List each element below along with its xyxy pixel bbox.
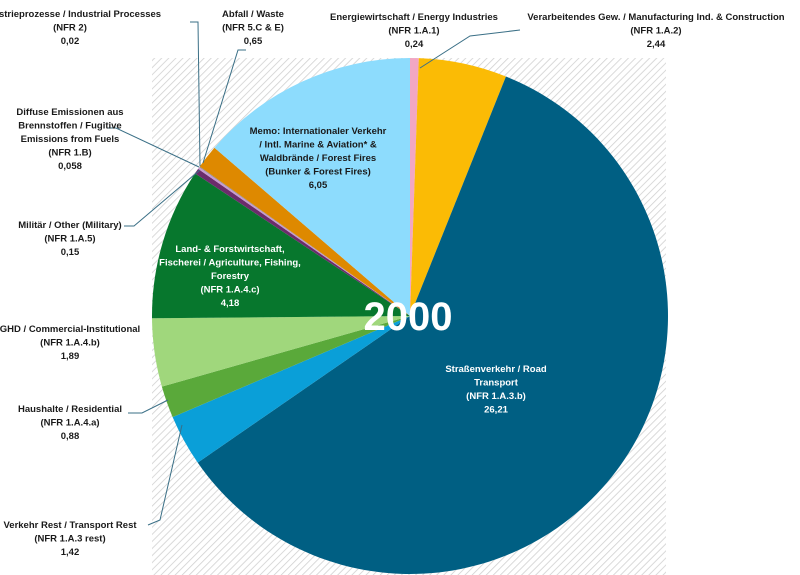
slice-name: Verarbeitendes Gew. / Manufacturing Ind.… xyxy=(527,12,784,23)
slice-name: Verkehr Rest / Transport Rest xyxy=(3,520,137,531)
slice-label: Abfall / Waste (NFR 5.C & E) 0,65 xyxy=(222,9,284,47)
pie-slice xyxy=(197,76,668,574)
slice-name: (NFR 1.B) xyxy=(48,148,91,159)
slice-value: 0,058 xyxy=(58,161,82,172)
slice-label: Straßenverkehr / Road Transport (NFR 1.A.3… xyxy=(445,364,547,416)
slice-name: (NFR 1.A.1) xyxy=(388,26,439,37)
pie-slice xyxy=(172,316,410,463)
slice-label: Haushalte / Residential (NFR 1.A.4.a) 0,88 xyxy=(18,404,122,442)
slice-name: (NFR 1.A.5) xyxy=(44,234,95,245)
slice-name: Diffuse Emissionen aus xyxy=(16,107,123,118)
slice-name: (NFR 1.A.3 rest) xyxy=(34,534,105,545)
leader-line xyxy=(419,29,521,69)
slice-name: (NFR 2) xyxy=(53,23,87,34)
leader-line xyxy=(124,169,201,227)
slice-name: / Intl. Marine & Aviation* & xyxy=(259,140,377,151)
pie-slice xyxy=(152,173,410,319)
pie-slice xyxy=(410,58,419,316)
leader-line xyxy=(190,21,201,167)
slice-name: (NFR 1.A.4.a) xyxy=(40,418,99,429)
slice-name: Brennstoffen / Fugitive xyxy=(18,121,121,132)
slice-value: 0,65 xyxy=(244,36,263,47)
slice-name: Waldbrände / Forest Fires xyxy=(260,153,376,164)
slice-name: Militär / Other (Military) xyxy=(18,220,121,231)
slice-value: 26,21 xyxy=(484,405,508,416)
slice-name: (NFR 1.A.3.b) xyxy=(466,391,526,402)
slice-label: Memo: Internationaler Verkehr / Intl. Mar… xyxy=(250,126,387,191)
slice-name: Emissions from Fuels xyxy=(21,134,120,145)
slice-value: 6,05 xyxy=(309,180,328,191)
slice-name: (NFR 1.A.4.c) xyxy=(200,285,259,296)
slice-name: (NFR 1.A.2) xyxy=(630,26,681,37)
pie-slice xyxy=(410,58,506,317)
slice-name: Transport xyxy=(474,378,519,389)
slice-name: (NFR 1.A.4.b) xyxy=(40,338,100,349)
pie-slice xyxy=(199,166,410,316)
leader-line xyxy=(128,399,169,414)
slice-name: (NFR 5.C & E) xyxy=(222,23,284,34)
slice-value: 2,44 xyxy=(647,39,666,50)
slice-label: Verarbeitendes Gew. / Manufacturing Ind.… xyxy=(527,12,784,50)
slice-name: Memo: Internationaler Verkehr xyxy=(250,126,387,137)
pie-slice xyxy=(198,167,410,316)
slice-name: (Bunker & Forest Fires) xyxy=(265,167,371,178)
pie-slice xyxy=(199,147,410,316)
pie-slice xyxy=(161,316,410,418)
slice-name: Energiewirtschaft / Energy Industries xyxy=(330,12,498,23)
slice-value: 0,02 xyxy=(61,36,80,47)
slice-name: Haushalte / Residential xyxy=(18,404,122,415)
slice-value: 0,15 xyxy=(61,247,80,258)
slice-name: GHD / Commercial-Institutional xyxy=(0,324,140,335)
slice-label: Energiewirtschaft / Energy Industries (NF… xyxy=(330,12,498,50)
slice-name: Fischerei / Agriculture, Fishing, xyxy=(159,258,301,269)
slice-label: Militär / Other (Military) (NFR 1.A.5) 0,1… xyxy=(18,220,121,258)
slice-value: 4,18 xyxy=(221,298,240,309)
center-year-label: 2000 xyxy=(364,295,453,339)
slice-name: Industrieprozesse / Industrial Processes xyxy=(0,9,161,20)
slice-value: 1,89 xyxy=(61,351,80,362)
leader-line xyxy=(147,424,183,526)
leader-line xyxy=(202,49,246,164)
slice-name: Abfall / Waste xyxy=(222,9,284,20)
slice-value: 1,42 xyxy=(61,547,80,558)
pie-slice xyxy=(152,316,410,387)
slice-label: Diffuse Emissionen aus Brennstoffen / Fug… xyxy=(16,107,123,172)
pie-slice xyxy=(214,58,410,316)
slice-label: Land- & Forstwirtschaft, Fischerei / Agri… xyxy=(159,244,301,309)
slice-name: Forestry xyxy=(211,271,250,282)
slice-name: Land- & Forstwirtschaft, xyxy=(175,244,284,255)
slice-name: Straßenverkehr / Road xyxy=(445,364,547,375)
slice-value: 0,88 xyxy=(61,431,80,442)
slice-value: 0,24 xyxy=(405,39,424,50)
slice-label: GHD / Commercial-Institutional (NFR 1.A.4… xyxy=(0,324,140,362)
slice-label: Industrieprozesse / Industrial Processes… xyxy=(0,9,161,47)
pie-slice xyxy=(195,168,410,316)
slice-label: Verkehr Rest / Transport Rest (NFR 1.A.3 … xyxy=(3,520,137,558)
leader-line xyxy=(108,127,200,168)
